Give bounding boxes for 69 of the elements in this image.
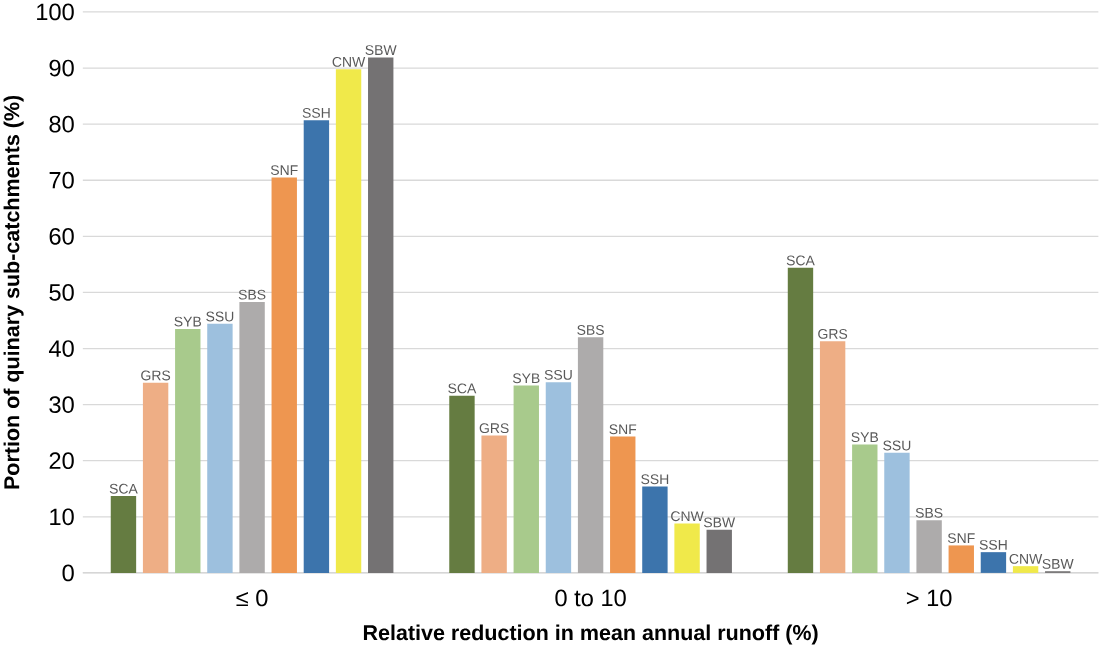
text: SSU	[206, 311, 234, 322]
bar	[674, 523, 700, 573]
bar	[610, 436, 636, 573]
text: SCA	[786, 255, 815, 266]
x-tick-label: ≤ 0	[236, 589, 268, 607]
x-axis-title: Relative reduction in mean annual runoff (%)	[363, 624, 818, 645]
text: CNW	[1009, 553, 1043, 564]
series-label: GRS	[141, 370, 171, 381]
bar	[207, 323, 233, 573]
series-label: SNF	[609, 424, 637, 435]
y-tick-label: 80	[49, 115, 74, 133]
bar	[819, 341, 846, 573]
y-axis-title: Portion of quinary sub-catchments (%)	[3, 95, 24, 489]
bar	[948, 545, 974, 573]
bar	[706, 529, 732, 573]
text: SYB	[512, 373, 540, 384]
y-tick-label: 30	[49, 396, 74, 413]
series-label: SCA	[109, 483, 138, 494]
bar	[239, 301, 265, 573]
bar	[513, 385, 539, 573]
y-tick-label: 60	[49, 227, 74, 245]
x-tick-label: 0 to 10	[555, 589, 626, 607]
text: SNF	[947, 533, 975, 544]
bar	[271, 177, 297, 573]
text: SBS	[238, 289, 266, 300]
text: CNW	[332, 56, 366, 67]
y-tick-label: 10	[50, 508, 74, 526]
bar	[368, 57, 394, 573]
text: SBW	[365, 45, 397, 55]
bar	[980, 552, 1007, 573]
text: SBS	[915, 507, 943, 518]
series-label: SBS	[577, 325, 604, 335]
text: SCA	[448, 383, 477, 394]
y-tick-label: 0	[62, 564, 74, 582]
bar	[852, 444, 878, 573]
y-tick-label: 20	[49, 452, 74, 470]
text: SSH	[641, 474, 669, 485]
text: GRS	[818, 328, 848, 339]
y-tick-label: 40	[48, 340, 74, 357]
bar	[175, 328, 201, 573]
y-tick-label: 50	[49, 284, 74, 301]
bar	[916, 520, 942, 573]
bar	[787, 267, 814, 573]
bar	[577, 337, 604, 573]
bar	[110, 496, 137, 573]
series-label: SYB	[851, 432, 879, 443]
text: GRS	[479, 423, 509, 434]
bar	[884, 452, 910, 573]
text: SSU	[883, 440, 911, 451]
bar	[1012, 566, 1039, 573]
y-tick-label: 90	[49, 59, 74, 77]
text: SYB	[174, 316, 202, 327]
x-tick-label: > 10	[906, 589, 952, 607]
series-label: SBW	[703, 517, 736, 528]
bar	[481, 435, 507, 573]
bar	[642, 486, 668, 573]
y-tick-label: 70	[49, 171, 74, 189]
text: SSH	[979, 539, 1007, 550]
bar	[142, 382, 169, 573]
y-tick-label: 100	[37, 3, 74, 21]
bar	[449, 395, 475, 573]
series-label: CNW	[671, 511, 704, 522]
bar	[545, 382, 572, 573]
series-label: SSU	[544, 369, 572, 380]
series-label: SSH	[302, 107, 330, 118]
bar	[303, 120, 330, 573]
text: SBW	[1042, 558, 1074, 569]
text: SNF	[270, 165, 298, 176]
bar	[335, 69, 362, 573]
